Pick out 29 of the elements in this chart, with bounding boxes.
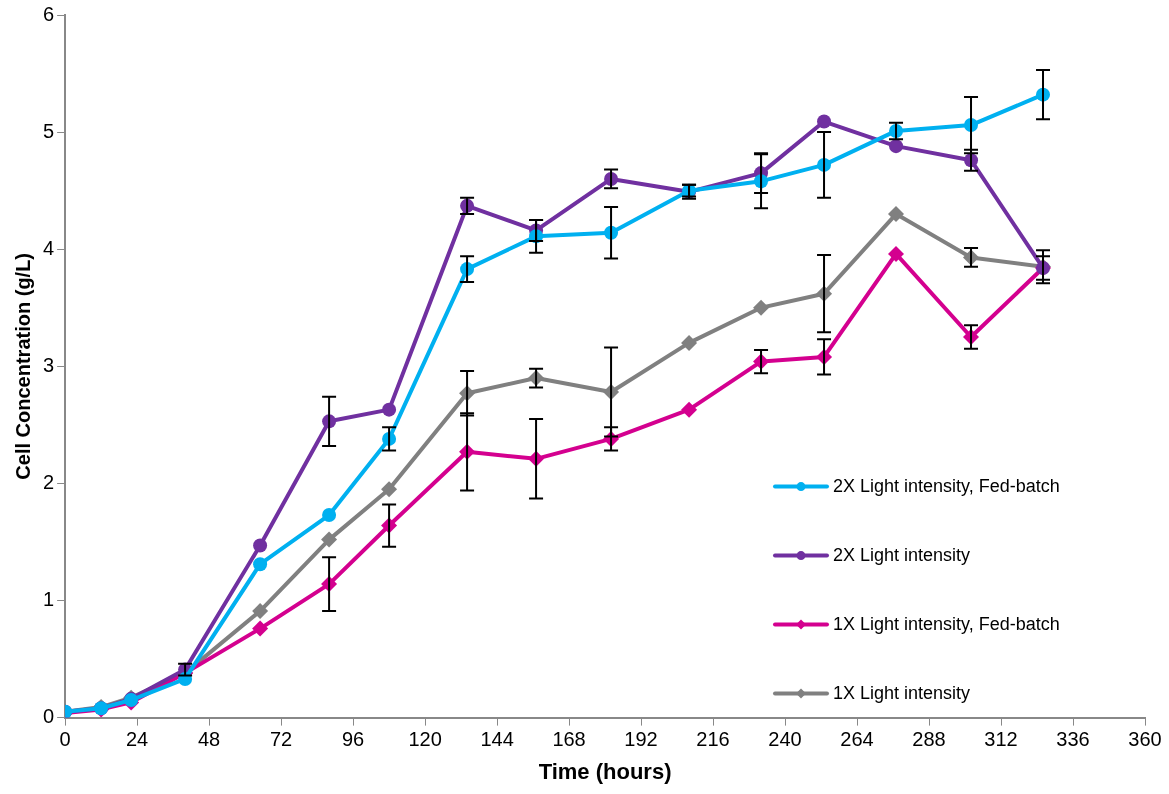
legend-label: 2X Light intensity, Fed-batch — [833, 475, 1060, 496]
x-tick-label: 72 — [269, 728, 293, 751]
x-tick-label: 144 — [480, 728, 514, 751]
x-tick-label: 216 — [696, 728, 730, 751]
y-tick-label: 5 — [43, 119, 55, 142]
x-tick-label: 0 — [59, 728, 71, 751]
x-tick-label: 264 — [840, 728, 874, 751]
x-tick-label: 192 — [624, 728, 658, 751]
x-tick-label: 168 — [552, 728, 586, 751]
y-axis-title: Cell Concentration (g/L) — [11, 252, 34, 480]
x-axis-title: Time (hours) — [538, 758, 672, 784]
y-tick-label: 6 — [43, 2, 55, 25]
y-tick-label: 1 — [43, 588, 55, 611]
x-tick-label: 288 — [912, 728, 946, 751]
x-tick-label: 24 — [125, 728, 149, 751]
x-tick-label: 120 — [408, 728, 442, 751]
y-tick-label: 2 — [43, 470, 55, 493]
x-tick-label: 96 — [341, 728, 365, 751]
x-tick-label: 360 — [1128, 728, 1162, 751]
x-tick-label: 240 — [768, 728, 802, 751]
legend-label: 1X Light intensity — [833, 682, 971, 703]
y-tick-label: 0 — [43, 705, 55, 728]
legend-label: 2X Light intensity — [833, 544, 971, 565]
legend-label: 1X Light intensity, Fed-batch — [833, 613, 1060, 634]
y-tick-label: 3 — [43, 353, 55, 376]
x-tick-label: 312 — [984, 728, 1018, 751]
y-tick-label: 4 — [43, 236, 55, 259]
x-tick-label: 48 — [197, 728, 221, 751]
x-tick-label: 336 — [1056, 728, 1090, 751]
